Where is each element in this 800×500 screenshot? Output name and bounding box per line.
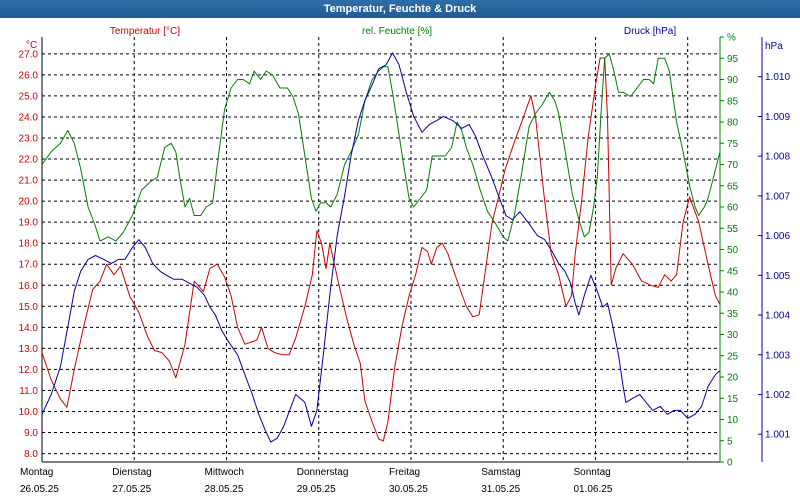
day-name-label: Sonntag [573,467,610,478]
humidity-tick-label: 60 [727,203,739,214]
humidity-tick-label: 85 [727,96,739,107]
day-date-label: 30.05.25 [389,484,428,495]
temperature-axis-title: Temperatur [°C] [110,26,180,37]
humidity-tick-label: 75 [727,139,739,150]
day-name-label: Mittwoch [204,467,243,478]
humidity-tick-label: 45 [727,266,739,277]
humidity-tick-label: 80 [727,118,739,129]
series-lines [41,52,721,443]
day-date-label: 29.05.25 [297,484,336,495]
temperature-tick-label: 15.0 [19,302,39,313]
pressure-tick-label: 1.007 [765,191,790,202]
pressure-tick-label: 1.001 [765,430,790,441]
temperature-tick-label: 18.0 [19,239,39,250]
temperature-tick-label: 10.0 [19,407,39,418]
temperature-tick-label: 13.0 [19,344,39,355]
pressure-tick-label: 1.006 [765,231,790,242]
humidity-tick-label: 5 [727,436,733,447]
humidity-axis-title: rel. Feuchte [%] [362,26,432,37]
axes [41,36,763,463]
temperature-tick-label: 17.0 [19,260,39,271]
humidity-tick-label: 90 [727,75,739,86]
humidity-series-line [41,53,721,242]
humidity-tick-label: 20 [727,373,739,384]
temperature-tick-label: 20.0 [19,197,39,208]
pressure-tick-label: 1.005 [765,271,790,282]
grid [42,37,720,462]
pressure-tick-label: 1.003 [765,350,790,361]
temperature-tick-label: 23.0 [19,133,39,144]
tick-labels: 8.0 9.0 10.0 11.0 12.0 13.0 14.0 15.0 16.0 17.0 18… [19,33,791,469]
day-date-label: 28.05.25 [204,484,243,495]
day-name-label: Montag [20,467,53,478]
humidity-tick-label: 25 [727,351,739,362]
temperature-tick-label: 14.0 [19,323,39,334]
temperature-tick-label: 8.0 [24,449,38,460]
day-date-label: 01.06.25 [573,484,612,495]
pressure-tick-label: 1.004 [765,311,790,322]
day-date-label: 26.05.25 [20,484,59,495]
humidity-tick-label: 15 [727,394,739,405]
temperature-tick-label: 11.0 [19,386,38,397]
humidity-tick-label: 50 [727,245,739,256]
temperature-tick-label: 16.0 [19,281,39,292]
temperature-tick-label: 27.0 [19,49,39,60]
pressure-unit-label: hPa [765,41,783,52]
temperature-tick-label: 21.0 [19,176,39,187]
humidity-tick-label: 30 [727,330,739,341]
temperature-tick-label: 12.0 [19,365,39,376]
pressure-series-line [41,52,721,443]
humidity-tick-label: 0 [727,458,733,469]
humidity-tick-label: 35 [727,309,739,320]
humidity-tick-label: 65 [727,181,739,192]
pressure-axis-title: Druck [hPa] [624,26,676,37]
window-title: Temperatur, Feuchte & Druck [0,0,800,18]
temperature-tick-label: 9.0 [24,428,38,439]
day-name-label: Freitag [389,467,420,478]
temperature-unit-label: °C [26,40,37,51]
temperature-tick-label: 25.0 [19,91,39,102]
day-date-label: 31.05.25 [481,484,520,495]
day-name-label: Samstag [481,467,520,478]
pressure-tick-label: 1.009 [765,112,790,123]
humidity-tick-label: 95 [727,54,739,65]
day-name-label: Donnerstag [297,467,349,478]
day-name-label: Dienstag [112,467,151,478]
humidity-tick-label: 10 [727,415,739,426]
humidity-tick-label: 70 [727,160,739,171]
day-labels: Montag 26.05.25 Dienstag 27.05.25 Mittwoch 28… [20,467,613,495]
humidity-tick-label: 55 [727,224,739,235]
temperature-tick-label: 19.0 [19,218,39,229]
humidity-tick-label: % [727,33,736,44]
temperature-tick-label: 22.0 [19,155,39,166]
pressure-tick-label: 1.010 [765,72,790,83]
pressure-tick-label: 1.002 [765,390,790,401]
day-date-label: 27.05.25 [112,484,151,495]
temperature-tick-label: 24.0 [19,112,39,123]
weather-chart: 8.0 9.0 10.0 11.0 12.0 13.0 14.0 15.0 16.0 17.0 18… [19,26,791,495]
pressure-tick-label: 1.008 [765,152,790,163]
temperature-series-line [41,57,721,442]
humidity-tick-label: 40 [727,288,739,299]
temperature-tick-label: 26.0 [19,70,39,81]
